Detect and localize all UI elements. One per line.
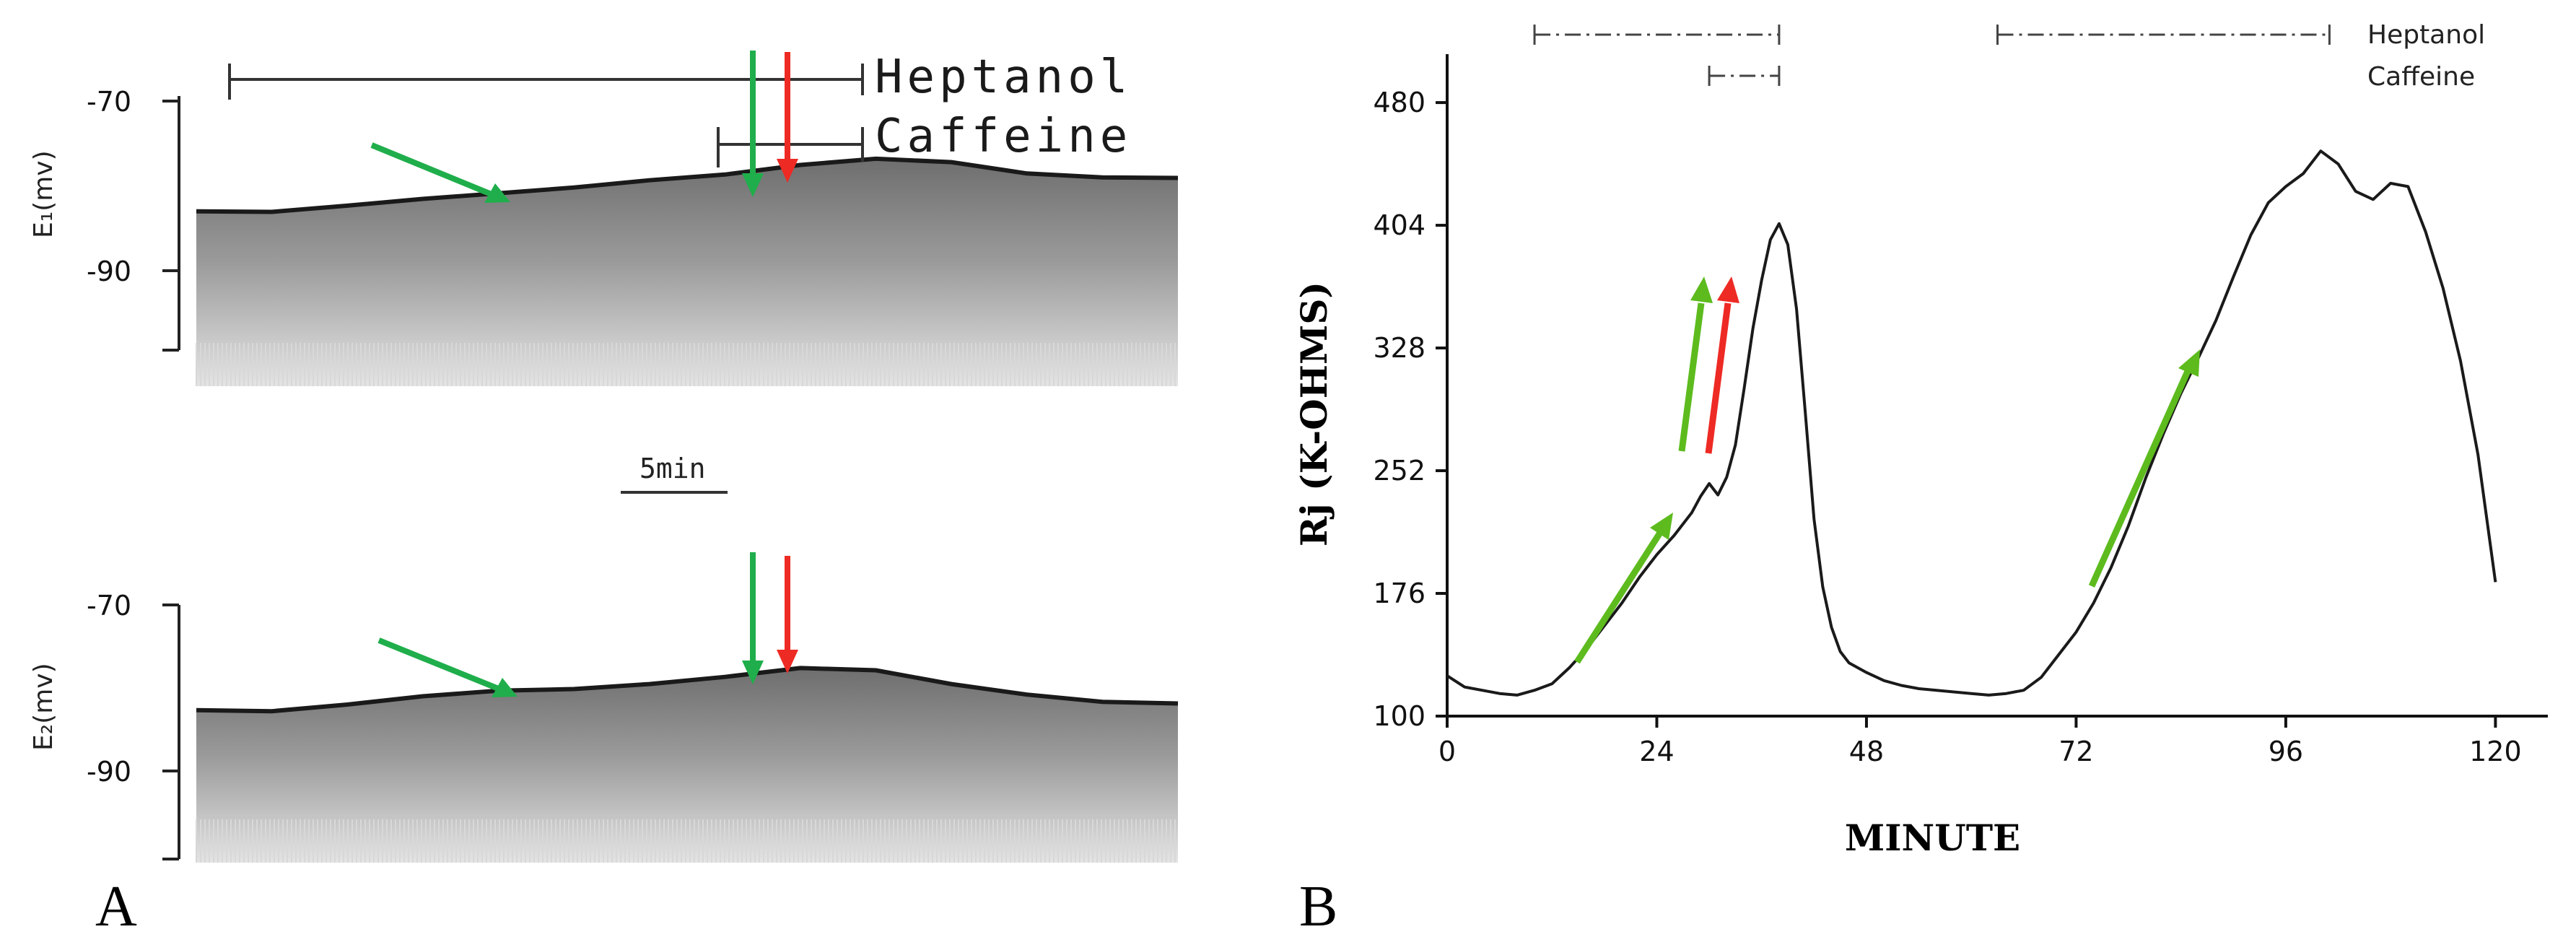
- chart-b-line: [1446, 149, 2497, 697]
- chart-b-xtick-label: 96: [2269, 736, 2303, 767]
- trace1-ytick-label-minus70: -70: [87, 86, 131, 118]
- chart-b-green-arrow-1: [1574, 513, 1673, 664]
- panel-b: 100 176 252 328 404 480 0 24 48 72 96 120 MINUTE Rj (…: [1293, 20, 2548, 938]
- chart-b-series-line: [1446, 149, 2497, 697]
- heptanol-label: Heptanol: [875, 51, 1132, 104]
- trace2-green-diagonal-arrow: [377, 637, 518, 697]
- chart-b-ytick-label: 176: [1373, 578, 1425, 609]
- trace2-ytick-label-minus90: -90: [87, 756, 131, 788]
- chart-b-ytick-label: 100: [1373, 700, 1425, 732]
- chart-b-green-arrow-2: [1678, 276, 1713, 452]
- chart-b-legend-label: Heptanol: [2367, 20, 2485, 50]
- trace1-line: [196, 156, 1179, 214]
- panel-a-letter: A: [95, 875, 137, 938]
- trace1-ylabel: E₁(mv): [29, 150, 58, 238]
- chart-b-ytick-label: 252: [1373, 455, 1425, 487]
- trace1-fill: [196, 158, 1178, 386]
- trace2-green-down-arrow: [742, 552, 764, 684]
- trace1-red-down-arrow: [777, 52, 798, 183]
- chart-b-xtick-label: 24: [1639, 736, 1674, 767]
- chart-b-green-arrow-3: [2088, 349, 2200, 588]
- chart-b-ylabel: Rj (K-OHMS): [1293, 282, 1335, 546]
- trace1-green-down-arrow: [742, 51, 764, 197]
- trace1-ytick-label-minus90: -90: [87, 256, 131, 287]
- scale-bar-label: 5min: [639, 453, 706, 484]
- trace2-ylabel: E₂(mv): [29, 663, 58, 751]
- chart-b-ytick-label: 328: [1373, 332, 1425, 364]
- chart-b-xtick-label: 0: [1438, 736, 1456, 767]
- chart-b-legend-label: Caffeine: [2367, 62, 2475, 92]
- trace1-plot: [196, 156, 1179, 386]
- trace2-ytick-label-minus70: -70: [87, 590, 131, 622]
- chart-b-ytick-label: 480: [1373, 87, 1425, 118]
- trace1-green-diagonal-arrow: [370, 142, 510, 203]
- chart-b-ytick-label: 404: [1373, 209, 1425, 241]
- panel-b-letter: B: [1299, 875, 1337, 938]
- trace2-line: [196, 666, 1179, 714]
- chart-b-axes: 100 176 252 328 404 480 0 24 48 72 96 120 MINUTE Rj (…: [1293, 54, 2548, 859]
- trace2-plot: [196, 666, 1179, 863]
- panel-a: -70 -90 E₁(mv) Heptanol Caffeine 5min: [29, 51, 1179, 938]
- trace2-red-down-arrow: [777, 556, 798, 674]
- chart-b-xtick-label: 48: [1849, 736, 1884, 767]
- chart-b-legend: Heptanol Caffeine: [1533, 20, 2485, 92]
- chart-b-xtick-label: 120: [2469, 736, 2522, 767]
- chart-b-xtick-label: 72: [2058, 736, 2093, 767]
- caffeine-label: Caffeine: [875, 110, 1132, 163]
- trace2-fill: [196, 668, 1178, 863]
- chart-b-xlabel: MINUTE: [1845, 816, 2020, 859]
- chart-b-red-arrow: [1705, 276, 1739, 454]
